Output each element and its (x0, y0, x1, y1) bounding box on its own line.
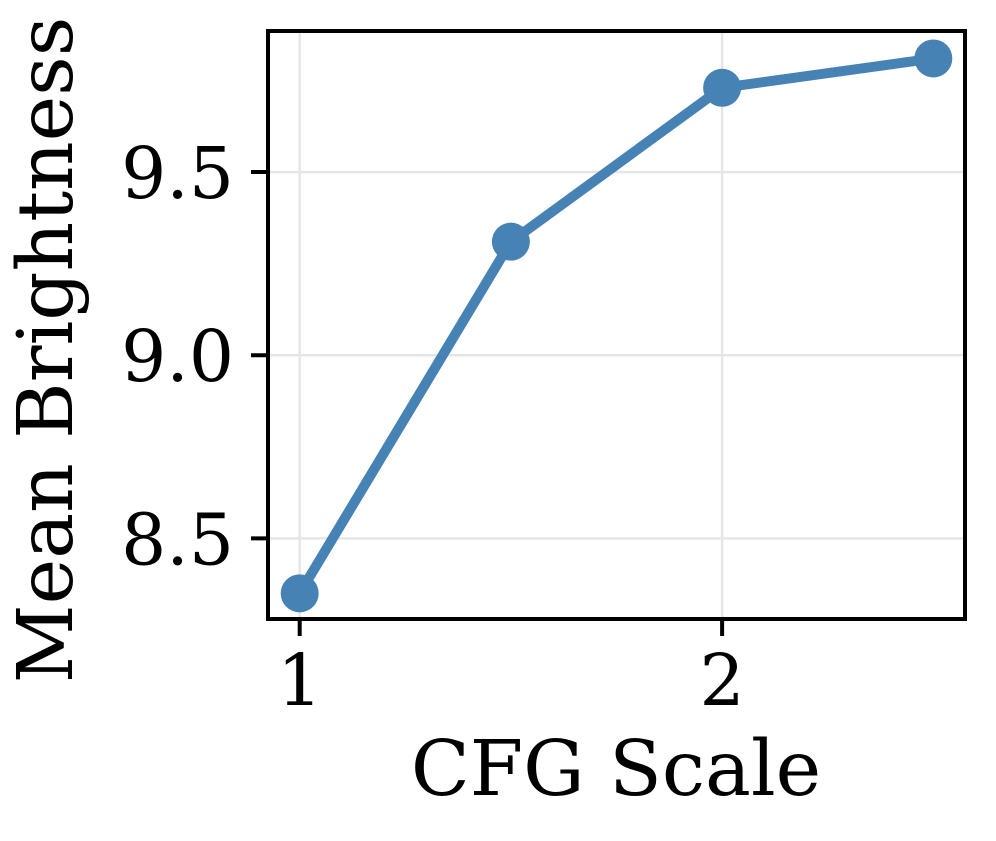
y-tick-label: 9.5 (121, 132, 234, 215)
data-series (280, 39, 953, 613)
x-tick-label: 1 (277, 639, 322, 722)
y-tick-label: 8.5 (121, 498, 234, 581)
y-tick-label: 9.0 (121, 315, 234, 398)
x-axis-label: CFG Scale (411, 725, 821, 814)
plot-border (266, 29, 967, 621)
y-axis-label: Mean Brightness (2, 17, 91, 683)
data-point-marker (280, 574, 319, 613)
data-point-marker (914, 39, 953, 78)
x-tick-label: 2 (700, 639, 745, 722)
series-line (295, 53, 935, 596)
gridlines (268, 31, 965, 619)
data-point-marker (703, 68, 742, 107)
tick-labels: 1 2 9.5 9.0 8.5 (121, 132, 745, 722)
data-point-marker (491, 222, 530, 261)
axis-ticks (251, 170, 725, 636)
plot-spines (266, 29, 967, 621)
